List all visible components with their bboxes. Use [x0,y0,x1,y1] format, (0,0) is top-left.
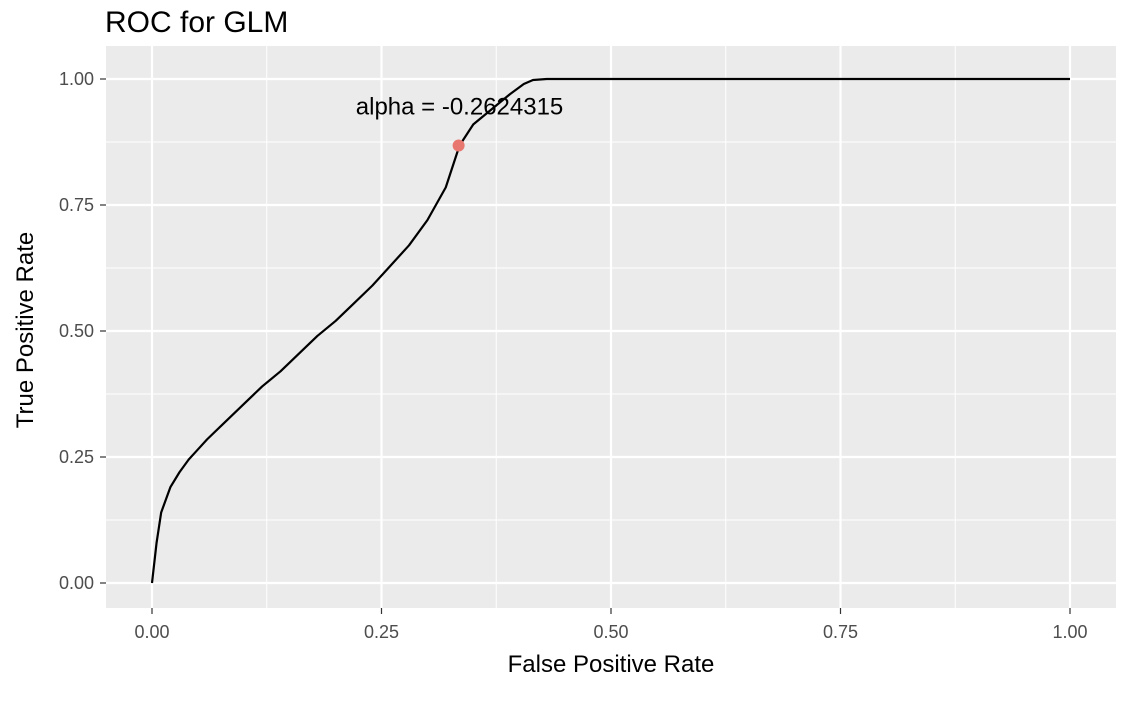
roc-curve-line [150,77,1070,584]
x-tick-label: 0.00 [134,622,169,642]
x-axis-title: False Positive Rate [508,651,715,678]
y-tick-label: 0.25 [59,447,94,467]
axis-ticks: 0.00 0.25 0.50 0.75 1.00 0.00 0.25 0.50 0.75 1.00 [59,69,1088,642]
y-tick-label: 0.00 [59,573,94,593]
x-tick-label: 0.25 [364,622,399,642]
y-axis-title: True Positive Rate [12,232,39,429]
x-tick-label: 1.00 [1052,622,1087,642]
y-tick-label: 0.75 [59,195,94,215]
chart-title: ROC for GLM [105,6,288,39]
y-tick-label: 0.50 [59,321,94,341]
x-tick-label: 0.75 [823,622,858,642]
x-tick-label: 0.50 [593,622,628,642]
gridlines [106,46,1116,608]
y-tick-label: 1.00 [59,69,94,89]
optimal-threshold-point [452,139,465,152]
alpha-annotation: alpha = -0.2624315 [356,94,564,121]
